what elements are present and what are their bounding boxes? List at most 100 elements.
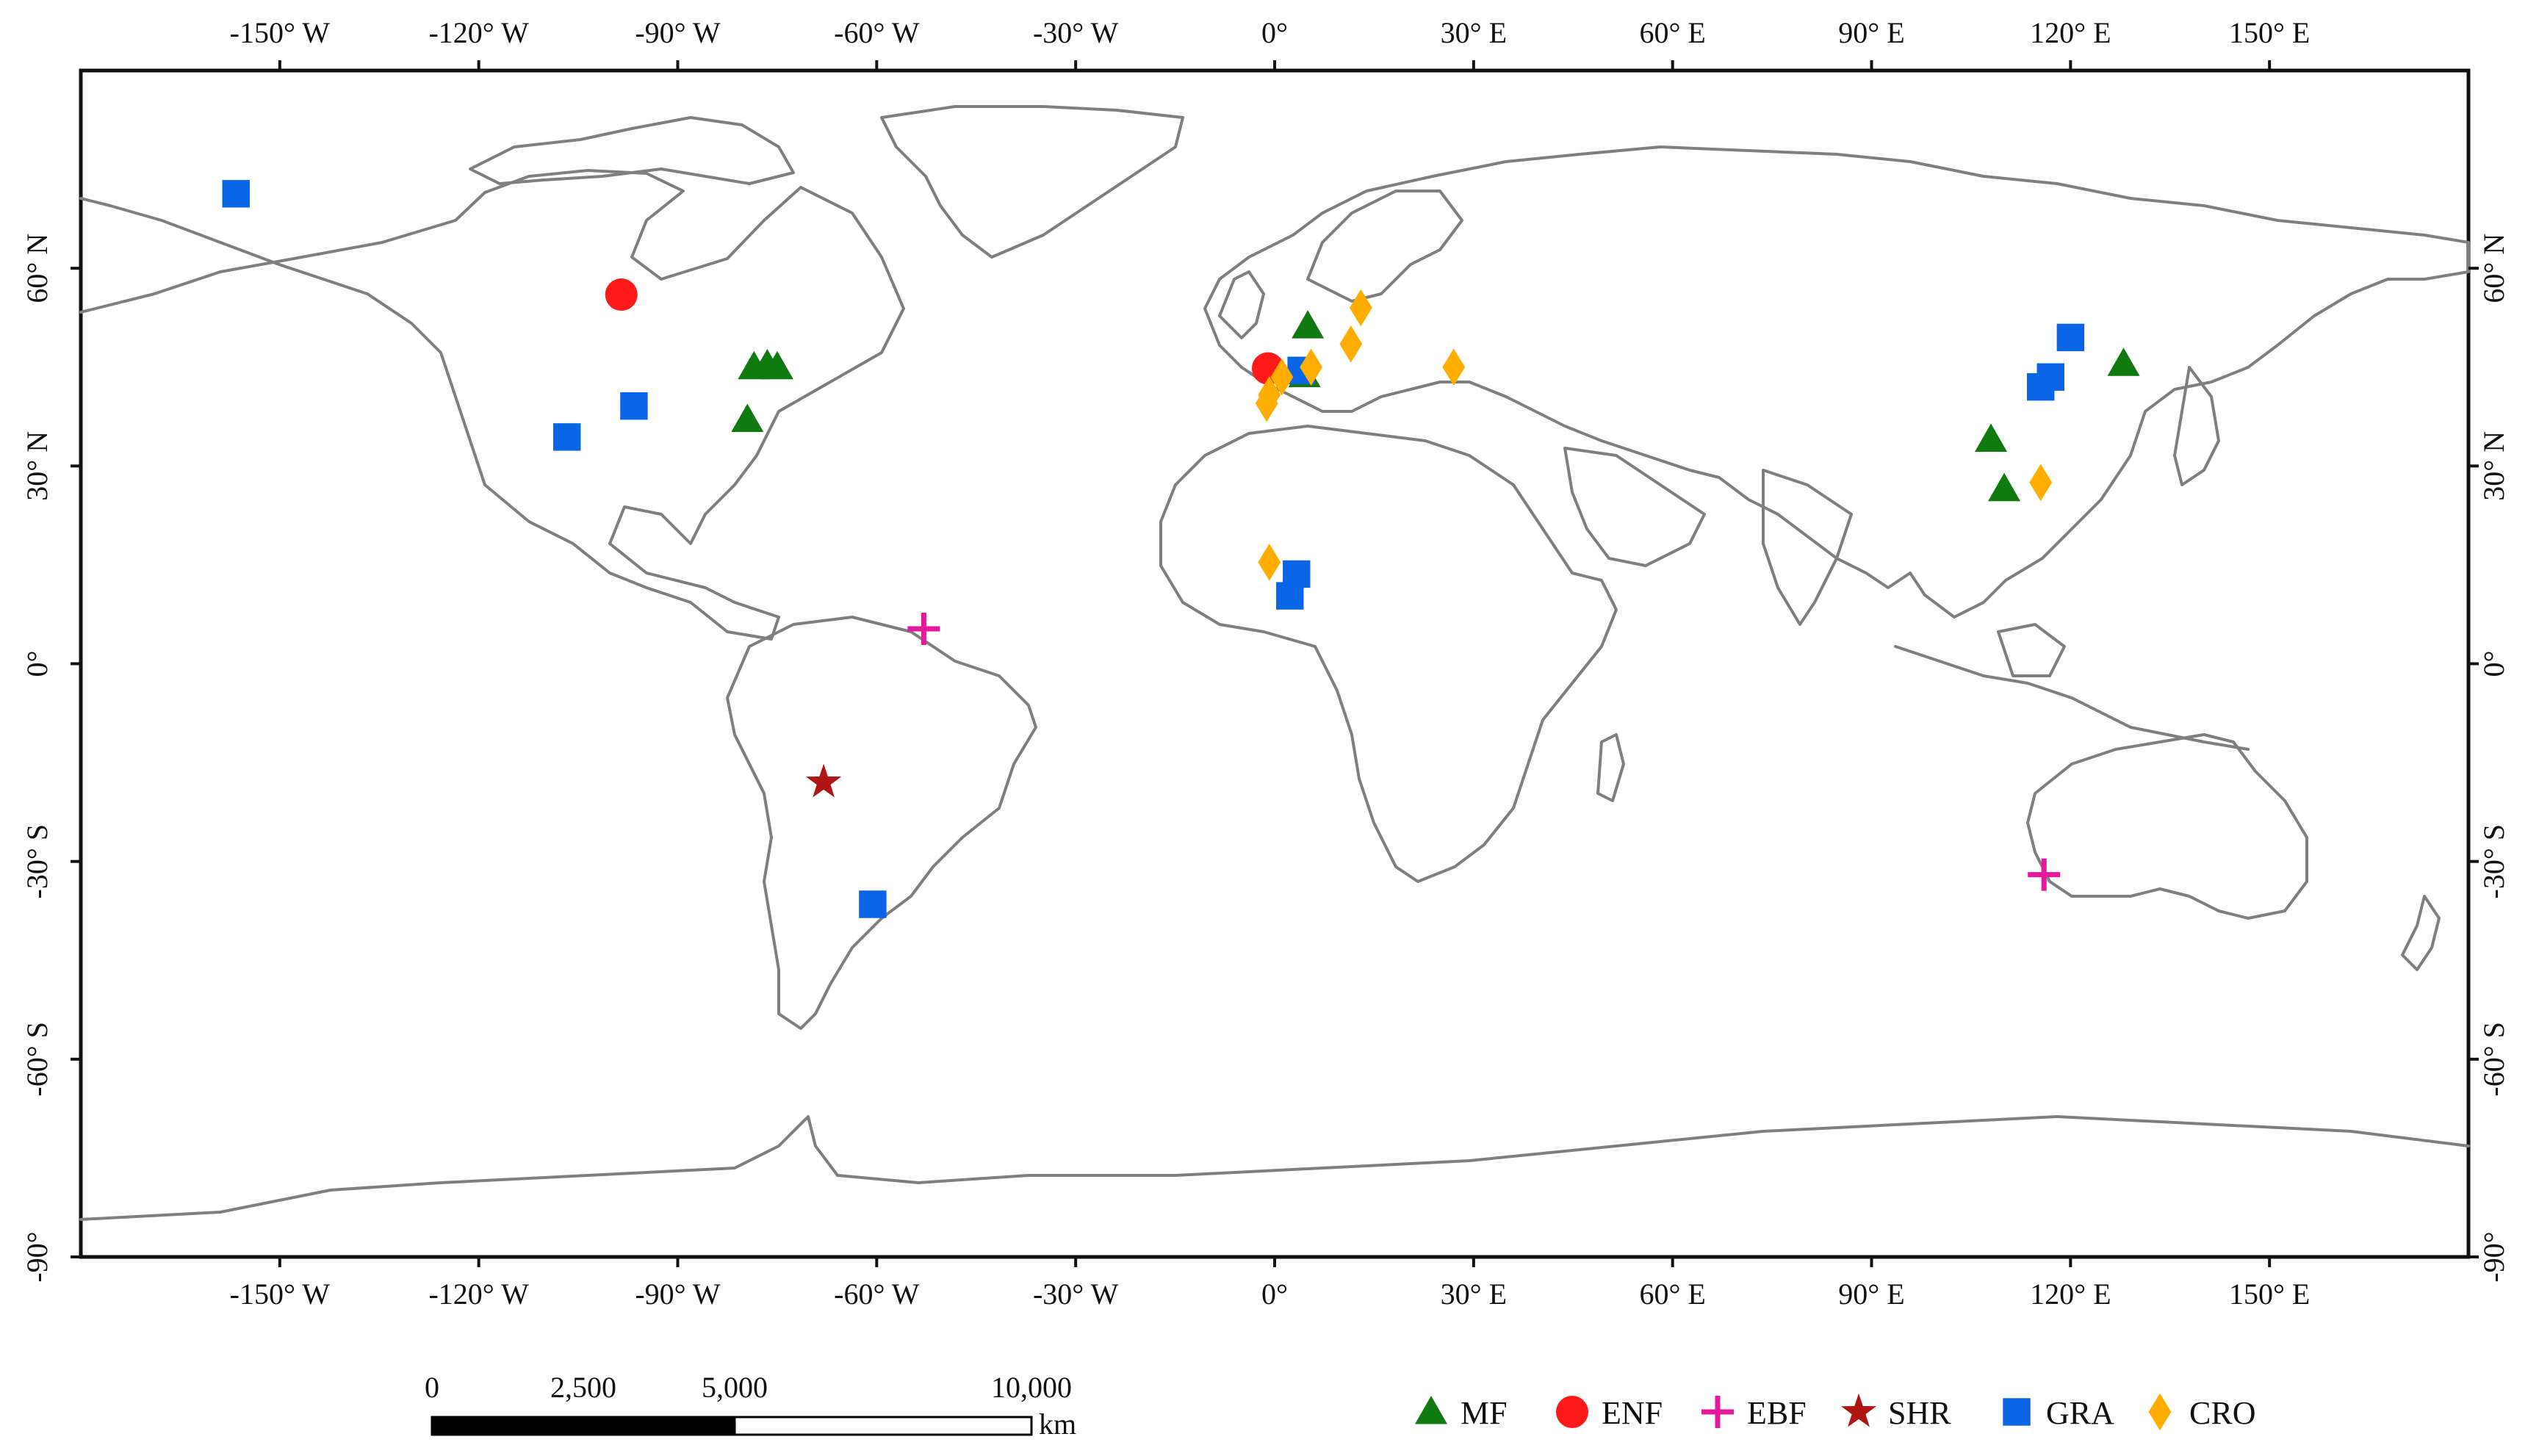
site-marker-cro [1349, 289, 1372, 327]
legend-label-shr: SHR [1888, 1395, 1951, 1431]
legend-label-enf: ENF [1602, 1395, 1663, 1431]
legend-symbol-mf [1415, 1396, 1447, 1424]
bottom-lon-label: 0° [1261, 1277, 1288, 1311]
site-marker-mf [2107, 347, 2140, 376]
bottom-lon-label: 30° E [1441, 1277, 1507, 1311]
bottom-lon-label: -120° W [428, 1277, 529, 1311]
coast-india [1762, 469, 1853, 626]
flux-sites [222, 180, 2140, 918]
site-marker-mf [1975, 423, 2007, 452]
bottom-lon-label: 120° E [2030, 1277, 2111, 1311]
bottom-lon-label: -90° W [635, 1277, 721, 1311]
bottom-lon-label: -150° W [230, 1277, 331, 1311]
site-marker-gra [2056, 323, 2085, 352]
legend-symbol-ebf [1701, 1396, 1734, 1428]
site-marker-mf [760, 350, 793, 380]
coast-new-zealand [2401, 895, 2441, 971]
site-marker-shr [806, 763, 842, 798]
legend-symbol-shr [1840, 1393, 1877, 1427]
top-lon-label: 90° E [1838, 16, 1904, 49]
legend-symbol-gra [2003, 1398, 2031, 1426]
right-lat-label: -60° S [2477, 1022, 2510, 1097]
site-marker-enf [605, 278, 638, 311]
scale-unit: km [1039, 1408, 1076, 1441]
coast-borneo [1997, 623, 2066, 677]
bottom-lon-label: 150° E [2229, 1277, 2310, 1311]
top-lon-label: -90° W [635, 16, 721, 49]
top-lon-label: -60° W [834, 16, 920, 49]
site-marker-cro [1258, 544, 1281, 581]
top-lon-label: 0° [1261, 16, 1288, 49]
legend-label-mf: MF [1461, 1395, 1508, 1431]
coast-japan [2173, 366, 2220, 486]
scale-label-10000: 10,000 [991, 1371, 1072, 1404]
site-marker-gra [1276, 582, 1304, 610]
scale-label-2500: 2,500 [550, 1371, 616, 1404]
scale-label-0: 0 [425, 1371, 439, 1404]
right-lat-label: -30° S [2477, 824, 2510, 899]
top-longitude-labels: -150° W -120° W -90° W -60° W -30° W 0° 30° E 6… [230, 16, 2310, 71]
site-marker-mf [1292, 310, 1325, 339]
site-marker-cro [2029, 464, 2053, 502]
top-lon-label: 30° E [1441, 16, 1507, 49]
site-marker-ebf [2028, 858, 2061, 891]
site-marker-gra [859, 890, 887, 918]
coastlines [79, 105, 2470, 1221]
bottom-lon-label: -60° W [834, 1277, 920, 1311]
scale-label-5000: 5,000 [702, 1371, 768, 1404]
left-lat-label: -30° S [21, 824, 54, 899]
coast-arctic-islands [469, 116, 795, 185]
top-lon-label: -150° W [230, 16, 331, 49]
site-marker-cro [1339, 325, 1363, 363]
right-lat-label: 30° N [2477, 431, 2510, 501]
site-marker-cro [1258, 376, 1281, 414]
coast-madagascar [1596, 733, 1625, 802]
scale-bar-white-segment [733, 1416, 1033, 1436]
map-frame [79, 68, 2471, 1259]
coast-greenland [880, 105, 1184, 259]
legend-label-gra: GRA [2046, 1395, 2114, 1431]
coast-africa [1159, 425, 1618, 883]
left-lat-label: 60° N [21, 234, 54, 303]
bottom-longitude-labels: -150° W -120° W -90° W -60° W -30° W 0° 30° E 6… [230, 1257, 2310, 1311]
site-marker-cro [1270, 358, 1294, 396]
site-marker-ebf [907, 612, 940, 645]
left-latitude-labels: 60° N 30° N 0° -30° S -60° S -90° [21, 234, 81, 1283]
coast-antarctica [79, 1115, 2470, 1221]
left-lat-label: -60° S [21, 1022, 54, 1097]
site-marker-cro [1300, 348, 1323, 386]
legend: MF ENF EBF SHR GRA CRO [1415, 1393, 2255, 1431]
top-lon-label: -120° W [428, 16, 529, 49]
coast-scandinavia [1306, 190, 1463, 303]
right-lat-label: -90° [2477, 1231, 2510, 1282]
top-lon-label: -30° W [1033, 16, 1119, 49]
legend-label-cro: CRO [2189, 1395, 2255, 1431]
right-latitude-labels: 60° N 30° N 0° -30° S -60° S -90° [2468, 234, 2510, 1283]
legend-symbol-enf [1556, 1396, 1588, 1428]
site-marker-gra [553, 423, 581, 451]
left-lat-label: -90° [21, 1231, 54, 1282]
bottom-lon-label: 90° E [1838, 1277, 1904, 1311]
site-marker-gra [620, 392, 648, 420]
site-marker-mf [731, 403, 764, 433]
legend-symbol-cro [2148, 1393, 2172, 1431]
site-marker-gra [2036, 363, 2064, 391]
site-marker-gra [222, 180, 250, 208]
site-marker-cro [1442, 348, 1466, 386]
coast-eurasia [1203, 145, 2470, 619]
right-lat-label: 60° N [2477, 234, 2510, 303]
coast-great-britain [1218, 270, 1265, 339]
scale-bar: 0 2,500 5,000 10,000 km [425, 1371, 1076, 1441]
top-lon-label: 150° E [2229, 16, 2310, 49]
legend-label-ebf: EBF [1747, 1395, 1807, 1431]
coast-arabia [1563, 447, 1706, 567]
top-lon-label: 120° E [2030, 16, 2111, 49]
scale-bar-black-segment [431, 1416, 736, 1436]
bottom-lon-label: 60° E [1639, 1277, 1705, 1311]
left-lat-label: 0° [21, 651, 54, 677]
coast-south-america [726, 616, 1037, 1030]
left-lat-label: 30° N [21, 431, 54, 501]
site-marker-mf [1988, 472, 2021, 502]
top-lon-label: 60° E [1639, 16, 1705, 49]
